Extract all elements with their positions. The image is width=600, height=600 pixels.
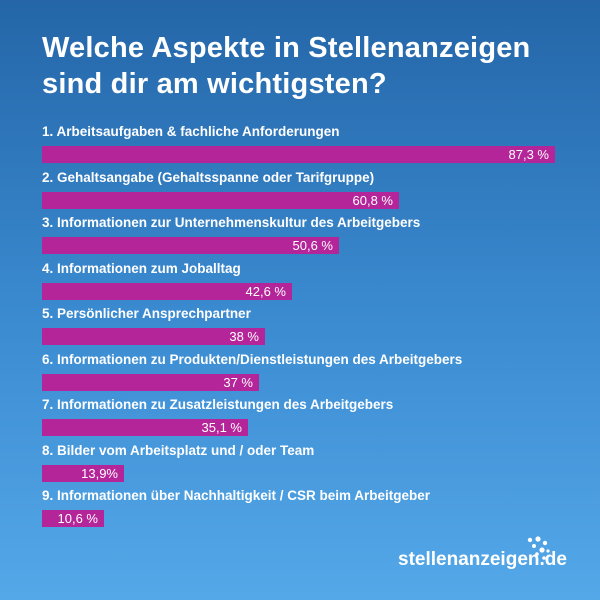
- value-label: 60,8 %: [352, 192, 393, 208]
- category-label: 8. Bilder vom Arbeitsplatz und / oder Te…: [42, 442, 315, 458]
- bar: 37 %: [42, 373, 259, 391]
- brand-logo-text: stellenanzeigen.de: [398, 549, 567, 570]
- category-label: 3. Informationen zur Unternehmenskultur …: [42, 215, 421, 230]
- bar: 10,6 %: [42, 510, 104, 527]
- value-label: 38 %: [229, 329, 259, 344]
- category-label: 5. Persönlicher Ansprechpartner: [42, 306, 251, 321]
- value-label: 10,6 %: [57, 511, 98, 526]
- value-label: 13,9%: [81, 465, 118, 481]
- category-label: 1. Arbeitsaufgaben & fachliche Anforderu…: [42, 124, 340, 139]
- title-line-2: sind dir am wichtigsten?: [42, 68, 387, 100]
- category-label: 4. Informationen zum Joballtag: [42, 260, 241, 276]
- value-label: 37 %: [223, 374, 253, 390]
- bar: 60,8 %: [42, 191, 399, 209]
- bar: 13,9%: [42, 464, 124, 482]
- value-label: 35,1 %: [201, 420, 242, 435]
- bar: 38 %: [42, 328, 265, 345]
- category-label: 7. Informationen zu Zusatzleistungen des…: [42, 397, 394, 412]
- bar: 42,6 %: [42, 282, 292, 300]
- category-label: 6. Informationen zu Produkten/Dienstleis…: [42, 351, 463, 367]
- category-label: 2. Gehaltsangabe (Gehaltsspanne oder Tar…: [42, 169, 375, 185]
- value-label: 50,6 %: [292, 238, 333, 253]
- bar: 35,1 %: [42, 419, 248, 436]
- bar: 87,3 %: [42, 146, 555, 163]
- chart-title: Welche Aspekte in Stellenanzeigen sind d…: [42, 30, 582, 102]
- category-label: 9. Informationen über Nachhaltigkeit / C…: [42, 488, 431, 503]
- title-line-1: Welche Aspekte in Stellenanzeigen: [42, 32, 531, 64]
- value-label: 42,6 %: [245, 283, 286, 299]
- logo-dots-icon: [527, 536, 550, 560]
- value-label: 87,3 %: [508, 147, 549, 162]
- bar: 50,6 %: [42, 237, 339, 254]
